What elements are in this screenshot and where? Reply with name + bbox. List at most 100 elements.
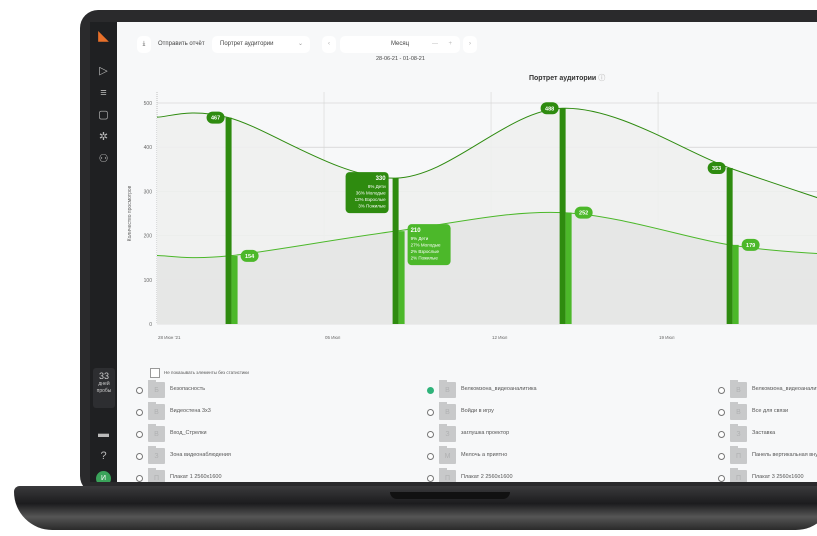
upper-bar (225, 117, 232, 324)
folder-icon: З (730, 424, 747, 442)
zoom-out-icon[interactable]: — (432, 41, 438, 47)
play-icon[interactable]: ▷ (99, 65, 108, 77)
select-radio[interactable] (427, 409, 434, 416)
tooltip-line: 36% Молодые (356, 191, 386, 196)
tooltip-line: 12% Взрослые (355, 197, 386, 202)
item-label: Заставка (752, 430, 776, 436)
list-item[interactable]: В Видеостена 3x3 (136, 402, 416, 422)
select-radio[interactable] (136, 453, 143, 460)
select-radio[interactable] (136, 475, 143, 482)
list-item[interactable]: З Заставка (718, 424, 817, 444)
item-label: Вход_Стрелки (170, 430, 207, 436)
list-item[interactable]: Б Безопасность (136, 380, 416, 400)
select-radio[interactable] (427, 387, 434, 394)
list-item[interactable]: З Зона видеонаблюдения (136, 446, 416, 466)
report-type-value: Портрет аудитории (220, 41, 274, 47)
item-label: Видеостена 3x3 (170, 408, 211, 414)
download-icon[interactable]: ⤓ (137, 36, 151, 53)
item-label: Плакат 3 2560x1600 (752, 474, 804, 480)
select-radio[interactable] (718, 475, 725, 482)
y-tick-label: 400 (144, 145, 153, 151)
monitor-icon[interactable]: ▬ (98, 428, 109, 440)
folder-letter: П (735, 475, 742, 482)
list-item[interactable]: В Велкомзона_видеоаналитика (718, 380, 817, 400)
list-item[interactable]: В Вход_Стрелки (136, 424, 416, 444)
select-radio[interactable] (718, 387, 725, 394)
value-bubble (540, 102, 559, 115)
select-radio[interactable] (136, 431, 143, 438)
item-label: Все для связи (752, 408, 789, 414)
select-radio[interactable] (718, 431, 725, 438)
send-report-button[interactable]: Отправить отчёт (158, 41, 205, 47)
folder-letter: Б (154, 387, 159, 394)
upper-bar (726, 167, 733, 324)
y-tick-label: 100 (144, 278, 153, 284)
x-tick-label: 05 Июл (325, 335, 341, 340)
loader-icon[interactable]: ✲ (98, 131, 109, 143)
select-radio[interactable] (427, 475, 434, 482)
list-item[interactable]: П Панель вертикальная внутр (718, 446, 817, 466)
value-bubble (707, 161, 726, 174)
series-area (157, 212, 817, 324)
filter-icon[interactable]: ≡ (100, 87, 107, 99)
list-item[interactable]: П Плакат 1 2560x1600 (136, 468, 416, 482)
select-radio[interactable] (136, 409, 143, 416)
prev-period-button[interactable]: ‹ (322, 36, 336, 53)
logo-icon[interactable]: ◣ (98, 27, 109, 43)
tooltip-line: 3% Пожилые (358, 204, 386, 209)
period-value: Месяц (390, 41, 410, 47)
folder-letter: В (736, 409, 741, 416)
user-icon[interactable]: ⚇ (98, 153, 109, 165)
list-item[interactable]: П Плакат 2 2560x1600 (427, 468, 707, 482)
hide-empty-checkbox[interactable] (150, 368, 160, 378)
period-select[interactable]: Месяц — + (340, 36, 460, 53)
item-label: Мелочь а приятно (461, 452, 508, 458)
tooltip-line: 9% Дети (411, 236, 429, 241)
select-radio[interactable] (427, 453, 434, 460)
item-label: заглушка проектор (461, 430, 510, 436)
folder-icon: В (148, 402, 165, 420)
item-label: Плакат 1 2560x1600 (170, 474, 222, 480)
item-label: Зона видеонаблюдения (170, 452, 231, 458)
app-screen: ◣ ▷ ≡ ▢ ✲ ⚇ 33 дней пробы ▬ ? И ⤓ Отправ… (90, 22, 817, 482)
avatar[interactable]: И (96, 471, 111, 482)
file-icon[interactable]: ▢ (98, 109, 109, 121)
info-icon[interactable]: ⓘ (598, 75, 606, 82)
sidebar: ◣ ▷ ≡ ▢ ✲ ⚇ 33 дней пробы ▬ ? И (90, 22, 117, 482)
upper-value-label: 467 (211, 116, 220, 122)
folder-icon: П (730, 468, 747, 482)
list-item[interactable]: М Мелочь а приятно (427, 446, 707, 466)
zoom-in-icon[interactable]: + (448, 41, 452, 47)
tooltip-box (407, 224, 451, 266)
folder-letter: З (154, 453, 159, 460)
select-radio[interactable] (718, 409, 725, 416)
tooltip-box (345, 172, 389, 214)
next-period-button[interactable]: › (463, 36, 477, 53)
x-tick-label: 19 Июл (659, 335, 675, 340)
list-item[interactable]: В Все для связи (718, 402, 817, 422)
upper-value-label: 488 (545, 106, 554, 112)
lower-bar (231, 255, 238, 324)
list-item[interactable]: З заглушка проектор (427, 424, 707, 444)
select-radio[interactable] (427, 431, 434, 438)
lower-bar (565, 212, 572, 324)
y-tick-label: 500 (144, 101, 153, 107)
value-bubble (574, 206, 593, 219)
x-tick-label: 12 Июл (492, 335, 508, 340)
list-item[interactable]: П Плакат 3 2560x1600 (718, 468, 817, 482)
chart-title: Портрет аудитории ⓘ (529, 73, 605, 83)
select-radio[interactable] (136, 387, 143, 394)
list-item[interactable]: В Войди в игру (427, 402, 707, 422)
folder-letter: П (153, 475, 160, 482)
report-type-select[interactable]: Портрет аудитории ⌄ (212, 36, 310, 53)
tooltip-value: 210 (411, 228, 422, 234)
item-label: Панель вертикальная внутр (752, 452, 817, 458)
tooltip-line: 2% Взрослые (411, 249, 440, 254)
folder-icon: М (439, 446, 456, 464)
select-radio[interactable] (718, 453, 725, 460)
list-item[interactable]: В Велкомзона_видеоаналитика (427, 380, 707, 400)
help-icon[interactable]: ? (100, 450, 107, 462)
folder-letter: В (445, 387, 450, 394)
trial-label: дней пробы (96, 381, 112, 394)
value-bubble (741, 238, 760, 251)
